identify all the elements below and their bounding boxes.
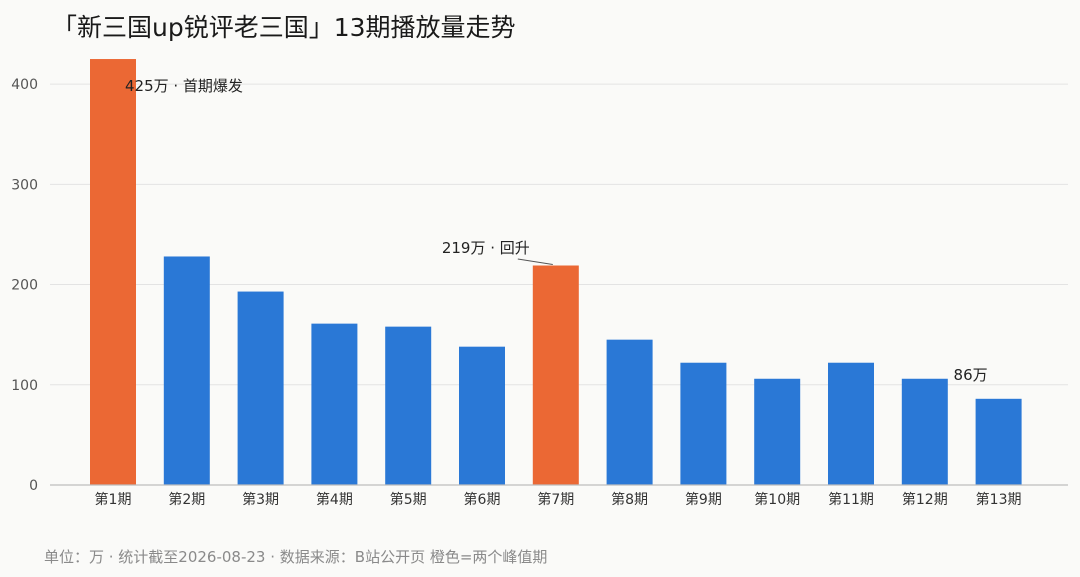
bar-10	[754, 378, 801, 485]
bar-11	[828, 362, 874, 485]
bar-12	[901, 378, 948, 485]
x-tick-label: 第8期	[611, 491, 648, 508]
x-tick-label: 第4期	[316, 491, 353, 508]
chart-title: 「新三国up锐评老三国」13期播放量走势	[52, 13, 516, 42]
bar-7	[532, 265, 579, 485]
x-tick-label: 第3期	[242, 491, 279, 508]
bar-1	[90, 59, 136, 486]
y-tick-label: 400	[11, 77, 38, 93]
annotation-label: 425万 · 首期爆发	[125, 77, 243, 95]
x-tick-label: 第2期	[168, 491, 205, 508]
bar-8	[606, 339, 653, 485]
bar-6	[459, 346, 505, 485]
bar-4	[311, 323, 358, 485]
x-tick-label: 第5期	[390, 491, 427, 508]
axes: 0 100 200 300 400 第1期 第2期 第3期 第4期 第5期 第6期 第7期 第8期 第9期…	[11, 77, 1068, 508]
y-tick-label: 300	[11, 177, 38, 193]
bar-13	[975, 398, 1022, 485]
bar-3	[237, 291, 284, 485]
x-tick-label: 第12期	[902, 491, 948, 508]
y-tick-label: 100	[11, 378, 38, 394]
x-tick-label: 第11期	[828, 491, 874, 508]
annotations: 425万 · 首期爆发 219万 · 回升 86万	[125, 77, 988, 384]
bar-9	[680, 362, 727, 485]
x-tick-label: 第7期	[537, 491, 574, 508]
annotation-label: 219万 · 回升	[442, 239, 530, 257]
bar-2	[163, 256, 210, 485]
x-tick-label: 第1期	[95, 491, 132, 508]
x-tick-label: 第6期	[464, 491, 501, 508]
bar-5	[385, 326, 432, 485]
y-tick-label: 0	[29, 478, 38, 494]
bars	[90, 59, 1022, 486]
x-tick-label: 第9期	[685, 491, 722, 508]
x-tick-label: 第10期	[754, 491, 800, 508]
footnote: 单位：万 · 统计截至2026-08-23 · 数据来源：B站公开页 橙色=两个…	[44, 548, 548, 566]
y-tick-label: 200	[11, 278, 38, 294]
annotation-leader-line	[517, 258, 553, 265]
x-tick-label: 第13期	[976, 491, 1022, 508]
annotation-label: 86万	[954, 366, 988, 384]
